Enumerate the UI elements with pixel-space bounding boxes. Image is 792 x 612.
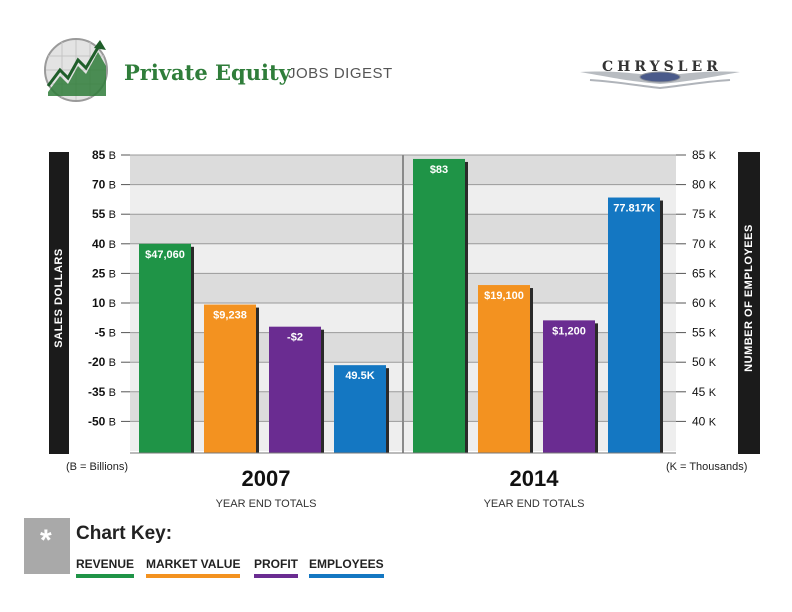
bar-profit <box>269 326 321 453</box>
bar-value-label: 77.817K <box>613 203 655 215</box>
left-tick-label: 70 B <box>92 178 116 192</box>
right-tick-label: 50 K <box>692 355 717 369</box>
right-tick-label: 80 K <box>692 178 717 192</box>
right-tick-label: 65 K <box>692 266 717 280</box>
right-unit-note: (K = Thousands) <box>666 461 748 473</box>
left-axis-bar: SALES DOLLARS <box>49 152 69 454</box>
left-tick-unit: B <box>109 357 116 369</box>
right-tick-unit: K <box>709 268 717 280</box>
chart-key-title: Chart Key: <box>76 523 173 544</box>
right-tick-unit: K <box>709 416 717 428</box>
chart-key-badge <box>24 518 70 574</box>
company-name: CHRYSLER <box>602 59 722 75</box>
group-2014-label: 2014 YEAR END TOTALS <box>468 466 600 510</box>
asterisk-icon: * <box>40 524 52 557</box>
bar-market-value <box>204 304 256 453</box>
right-tick-unit: K <box>709 387 717 399</box>
bar-employees <box>334 365 386 453</box>
legend-revenue: REVENUE <box>76 557 135 578</box>
left-unit-note: (B = Billions) <box>66 461 129 473</box>
right-tick-unit: K <box>709 150 717 162</box>
left-tick-unit: B <box>109 180 116 192</box>
right-tick-label: 85 K <box>692 148 717 162</box>
bar-profit <box>543 320 595 453</box>
bar-value-label: $47,060 <box>145 249 185 261</box>
left-tick-unit: B <box>109 328 116 340</box>
left-tick-label: 55 B <box>92 207 116 221</box>
right-tick-unit: K <box>709 209 717 221</box>
left-tick-label: 85 B <box>92 148 116 162</box>
year-label: 2014 <box>509 466 559 491</box>
chrysler-logo <box>580 71 740 90</box>
right-tick-label: 75 K <box>692 207 717 221</box>
brand-logo <box>44 38 108 102</box>
legend-employees: EMPLOYEES <box>309 557 384 578</box>
right-tick-unit: K <box>709 298 717 310</box>
left-tick-label: 10 B <box>92 296 116 310</box>
group-2007-label: 2007 YEAR END TOTALS <box>200 466 332 510</box>
bar-revenue <box>139 243 191 453</box>
bar-value-label: $9,238 <box>213 310 247 322</box>
right-tick-label: 45 K <box>692 385 717 399</box>
left-tick-unit: B <box>109 239 116 251</box>
left-tick-unit: B <box>109 150 116 162</box>
legend-profit: PROFIT <box>254 557 298 578</box>
left-tick-label: -50 B <box>88 414 116 428</box>
bar-value-label: $83 <box>430 164 448 176</box>
right-tick-unit: K <box>709 357 717 369</box>
bar-revenue <box>413 158 465 454</box>
year-label: 2007 <box>241 466 291 491</box>
bar-value-label: -$2 <box>287 332 303 344</box>
bar-value-label: $1,200 <box>552 325 586 337</box>
left-tick-label: -5 B <box>95 326 116 340</box>
left-tick-unit: B <box>109 268 116 280</box>
left-tick-label: 40 B <box>92 237 116 251</box>
brand-title: Private Equity <box>124 60 291 85</box>
right-tick-label: 70 K <box>692 237 717 251</box>
legend-market-value: MARKET VALUE <box>146 557 241 578</box>
right-axis-bar: NUMBER OF EMPLOYEES <box>738 152 760 454</box>
year-subtitle: YEAR END TOTALS <box>215 498 317 510</box>
bar-value-label: 49.5K <box>345 370 374 382</box>
right-tick-unit: K <box>709 328 717 340</box>
left-tick-unit: B <box>109 298 116 310</box>
left-tick-unit: B <box>109 209 116 221</box>
right-tick-label: 40 K <box>692 414 717 428</box>
right-tick-unit: K <box>709 239 717 251</box>
left-tick-label: -20 B <box>88 355 116 369</box>
left-tick-label: 25 B <box>92 266 116 280</box>
right-tick-label: 60 K <box>692 296 717 310</box>
left-tick-unit: B <box>109 416 116 428</box>
right-tick-unit: K <box>709 180 717 192</box>
brand-subtitle: JOBS DIGEST <box>288 65 393 82</box>
bar-market-value <box>478 285 530 453</box>
left-tick-label: -35 B <box>88 385 116 399</box>
year-subtitle: YEAR END TOTALS <box>483 498 585 510</box>
left-tick-unit: B <box>109 387 116 399</box>
bar-value-label: $19,100 <box>484 290 524 302</box>
bar-employees <box>608 197 660 453</box>
right-tick-label: 55 K <box>692 326 717 340</box>
